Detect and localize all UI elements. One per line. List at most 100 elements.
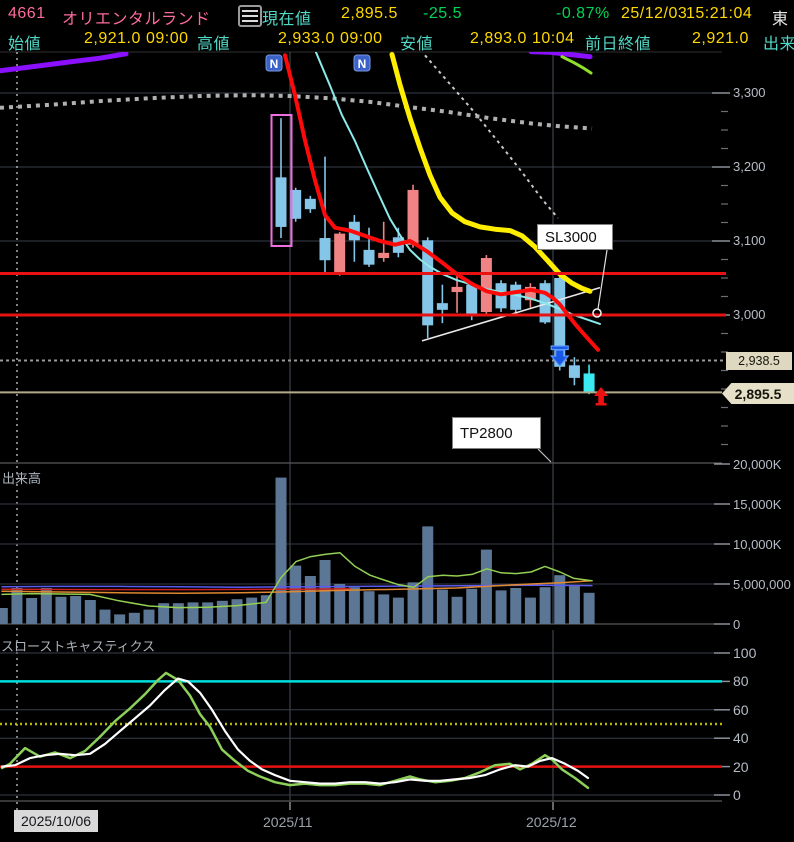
current-price-tag: 2,895.5 [722,383,794,404]
x-axis-start-date[interactable]: 2025/10/06 [14,810,99,832]
volume-bar [216,600,228,624]
ma-yellow [389,52,593,294]
volume-bar [510,588,522,624]
stoch-axis-label: 20 [733,758,749,775]
volume-bar [172,603,184,624]
volume-axis-label: 15,000K [733,497,782,512]
volume-bar [319,560,331,624]
news-badge-letter: N [270,57,279,71]
stoch-axis-label: 100 [733,645,757,661]
buy-signal-arrow-base [595,403,607,406]
candle-body [378,252,390,259]
quote-date: 25/12/03 [621,5,688,22]
sl-pointer-line [597,249,608,310]
low-time: 10:04 [532,30,575,47]
volume-bar [128,612,140,624]
volume-ma-orange [1,580,593,594]
quote-time: 15:21:04 [686,5,753,22]
sell-signal-arrow [549,349,570,367]
volume-bar [348,587,360,624]
open-value: 2,921.0 [84,30,141,47]
volume-bar [40,588,52,624]
buy-signal-arrow [594,387,609,404]
volume-bar [202,602,214,624]
volume-ma-green [1,552,593,609]
quote-board-icon[interactable] [238,5,262,27]
volume-bar [334,584,346,624]
stoch-axis-label: 0 [733,787,741,803]
candle-body [583,373,595,393]
volume-bar [260,595,272,624]
candle-body [554,278,566,367]
volume-bar [524,597,536,624]
volume-header-label: 出来高 [763,36,794,53]
volume-bar [55,596,67,624]
stoch-axis-label: 60 [733,701,749,718]
price-change: -25.5 [423,5,462,22]
volume-bar [246,597,258,624]
sl-pointer-marker [592,308,602,318]
volume-bar [304,576,316,624]
news-badge [265,54,283,72]
volume-bar [466,588,478,624]
prev-close-value: 2,921.0 [692,30,749,47]
volume-bar [407,582,419,624]
volume-bar [143,609,155,624]
x-axis-label: 2025/11 [263,814,313,830]
volume-bar [187,602,199,624]
open-label: 始値 [8,36,42,53]
ticker-code: 4661 [8,5,46,22]
volume-bar [11,588,23,624]
ma-lime [560,55,593,75]
candle-body [451,286,463,293]
volume-axis-label: 5,000,000 [733,577,791,592]
tp-pointer-line [537,448,552,463]
open-time: 09:00 [146,30,189,47]
volume-bar [84,600,96,624]
volume-bar [539,587,551,624]
highlight-box [270,114,293,247]
volume-bar [290,565,302,624]
prev-close-label: 前日終値 [585,36,652,53]
ma-purple [0,52,129,74]
stochastics-panel-title: スローストキャスティクス [1,639,156,654]
high-time: 09:00 [340,30,383,47]
volume-bar [231,599,243,624]
volume-bar [568,585,580,624]
volume-bar [70,596,82,624]
candle-body [319,238,331,261]
candle-body [275,177,287,227]
stoch-axis-label: 40 [733,730,749,747]
sell-signal-arrow [550,345,569,351]
candle-body [510,284,522,310]
stop-loss-annotation[interactable]: SL3000 [537,224,613,250]
volume-bar [436,589,448,624]
take-profit-annotation[interactable]: TP2800 [452,417,541,449]
volume-ma-red [1,588,351,591]
volume-bar [495,590,507,624]
volume-axis-label: 10,000K [733,537,782,552]
candle-body [363,249,375,265]
ma-purple [528,52,593,60]
ticker-name: オリエンタルランド [62,11,211,28]
volume-bar [451,596,463,624]
ma-red [283,53,600,352]
volume-bar [422,526,434,624]
price-axis-label: 3,100 [733,233,766,248]
candle-body [480,258,492,313]
high-value: 2,933.0 [278,30,335,47]
price-axis-label: 3,300 [733,85,766,100]
volume-bar [554,575,566,624]
candle-body [290,189,302,219]
stoch-percent-d [0,677,590,785]
volume-panel-title: 出来高 [2,471,42,486]
volume-bar [363,591,375,624]
candle-body [422,240,434,326]
volume-bar [378,594,390,624]
volume-axis-label: 20,000K [733,457,782,472]
stoch-axis-label: 80 [733,673,749,690]
volume-bar [114,614,126,624]
current-price-label: 現在値 [262,11,312,28]
volume-bar [392,597,404,624]
